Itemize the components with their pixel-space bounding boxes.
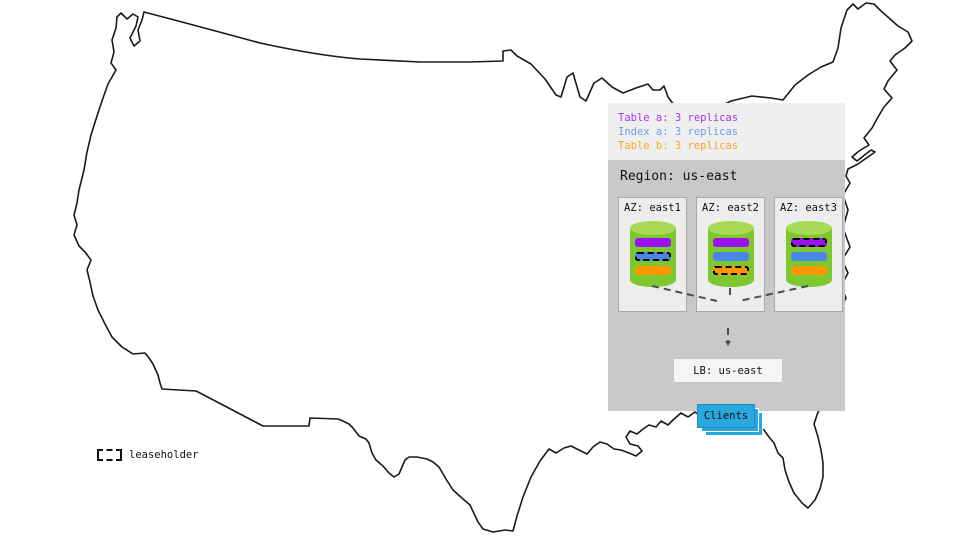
region-diagram-panel: Table a: 3 replicas Index a: 3 replicas … [608,103,845,436]
replica-bar-index-a [790,252,827,261]
az-box-east2: AZ: east2 [696,197,765,312]
leaseholder-key: leaseholder [97,449,199,461]
replica-bar-table-a [790,238,827,247]
cylinder-top [785,221,832,235]
az-label: AZ: east1 [624,202,681,214]
replica-bar-table-a [712,238,749,247]
az-box-east1: AZ: east1 [618,197,687,312]
replica-bar-table-b [634,266,671,275]
clients-stack: Clients [697,404,763,436]
replica-bar-index-a [634,252,671,261]
replica-bar-table-a [634,238,671,247]
region-box: Region: us-east AZ: east1 AZ: east2 [608,160,845,436]
replica-bar-index-a [712,252,749,261]
cylinder-top [707,221,754,235]
legend-item-table-b: Table b: 3 replicas [618,140,739,152]
az-box-east3: AZ: east3 [774,197,843,312]
legend-item-index-a: Index a: 3 replicas [618,126,739,138]
replica-bar-table-b [712,266,749,275]
db-cylinder [629,221,676,287]
legend-item-table-a: Table a: 3 replicas [618,112,739,124]
load-balancer-box: LB: us-east [673,358,783,383]
az-label: AZ: east3 [780,202,837,214]
db-cylinder [785,221,832,287]
cylinder-top [629,221,676,235]
region-title: Region: us-east [620,169,738,184]
replica-legend: Table a: 3 replicas Index a: 3 replicas … [608,103,845,160]
db-cylinder [707,221,754,287]
clients-box: Clients [697,404,755,428]
az-label: AZ: east2 [702,202,759,214]
leaseholder-label: leaseholder [129,449,199,461]
leaseholder-swatch-icon [97,449,122,461]
replica-bar-table-b [790,266,827,275]
